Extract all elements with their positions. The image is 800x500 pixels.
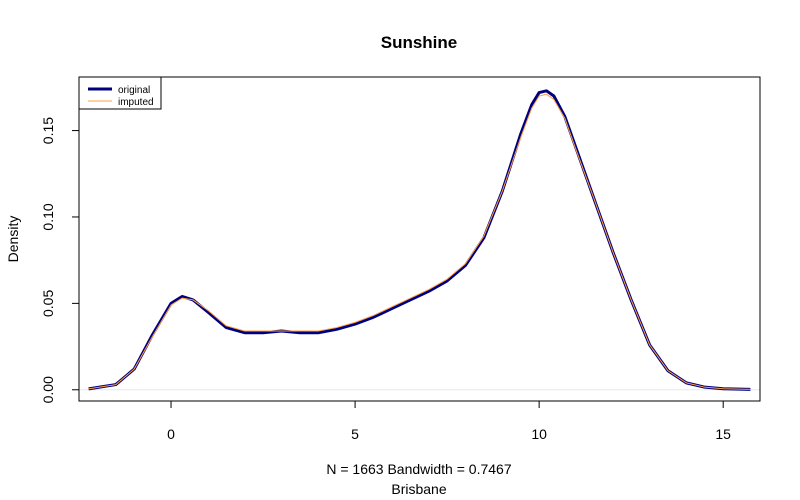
series-layer xyxy=(88,89,751,391)
y-axis-label: Density xyxy=(5,216,21,263)
y-tick-label: 0.10 xyxy=(40,203,56,230)
x-tick-label: 15 xyxy=(715,426,731,442)
y-axis: 0.00 0.05 0.10 0.15 xyxy=(40,117,80,403)
x-axis-sublabel: Brisbane xyxy=(391,481,446,497)
x-tick-label: 0 xyxy=(167,426,175,442)
legend-label-original: original xyxy=(118,85,150,96)
legend: original imputed xyxy=(78,76,162,110)
x-tick-label: 10 xyxy=(531,426,547,442)
y-tick-label: 0.00 xyxy=(40,376,56,403)
series-line-original xyxy=(88,89,751,391)
legend-label-imputed: imputed xyxy=(118,97,154,108)
x-axis-label: N = 1663 Bandwidth = 0.7467 xyxy=(326,461,511,477)
y-tick-label: 0.05 xyxy=(40,290,56,317)
series-line-imputed xyxy=(88,93,751,390)
chart-title: Sunshine xyxy=(381,33,458,52)
x-tick-label: 5 xyxy=(351,426,359,442)
x-axis: 0 5 10 15 xyxy=(167,400,731,442)
y-tick-label: 0.15 xyxy=(40,117,56,144)
legend-box xyxy=(78,76,162,110)
plot-frame xyxy=(78,76,761,402)
